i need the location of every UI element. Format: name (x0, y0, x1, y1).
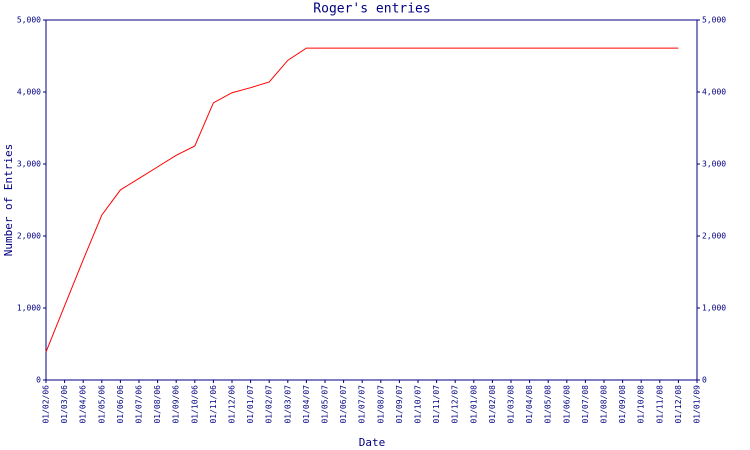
x-tick-label: 01/04/06 (79, 385, 88, 424)
x-tick-label: 01/12/08 (674, 385, 683, 424)
x-tick-label: 01/06/08 (562, 385, 571, 424)
y-tick-label: 0 (36, 376, 41, 385)
x-tick-label: 01/12/06 (228, 385, 237, 424)
x-tick-label: 01/11/07 (432, 385, 441, 424)
x-tick-label: 01/08/06 (153, 385, 162, 424)
x-tick-label: 01/07/06 (135, 385, 144, 424)
x-tick-label: 01/01/09 (693, 385, 702, 424)
chart-title: Roger's entries (313, 2, 430, 17)
x-tick-label: 01/03/08 (507, 385, 516, 424)
y2-tick-label: 3,000 (702, 160, 726, 169)
x-tick-label: 01/02/08 (488, 385, 497, 424)
y2-tick-label: 2,000 (702, 232, 726, 241)
y-tick-label: 5,000 (17, 16, 41, 25)
x-tick-label: 01/10/08 (637, 385, 646, 424)
x-tick-label: 01/09/08 (618, 385, 627, 424)
y2-tick-label: 1,000 (702, 304, 726, 313)
y-tick-label: 4,000 (17, 88, 41, 97)
x-tick-label: 01/10/06 (190, 385, 199, 424)
x-tick-label: 01/04/08 (525, 385, 534, 424)
x-tick-label: 01/04/07 (302, 385, 311, 424)
x-tick-label: 01/01/08 (469, 385, 478, 424)
x-tick-label: 01/06/06 (116, 385, 125, 424)
x-tick-label: 01/10/07 (414, 385, 423, 424)
x-tick-label: 01/01/07 (246, 385, 255, 424)
x-tick-label: 01/02/06 (42, 385, 51, 424)
x-tick-label: 01/06/07 (339, 385, 348, 424)
x-tick-label: 01/03/07 (283, 385, 292, 424)
x-tick-label: 01/05/08 (544, 385, 553, 424)
x-tick-label: 01/11/08 (655, 385, 664, 424)
plot-frame (45, 19, 698, 381)
y-tick-label: 2,000 (17, 232, 41, 241)
x-tick-label: 01/12/07 (451, 385, 460, 424)
y-axis-title: Number of Entries (2, 144, 15, 257)
x-tick-label: 01/05/06 (97, 385, 106, 424)
x-axis-title: Date (359, 436, 386, 449)
x-tick-label: 01/02/07 (265, 385, 274, 424)
x-tick-label: 01/09/06 (172, 385, 181, 424)
x-tick-label: 01/09/07 (395, 385, 404, 424)
y-tick-label: 1,000 (17, 304, 41, 313)
x-tick-label: 01/05/07 (321, 385, 330, 424)
x-tick-label: 01/08/07 (376, 385, 385, 424)
y2-tick-label: 0 (702, 376, 707, 385)
x-tick-label: 01/11/06 (209, 385, 218, 424)
y2-tick-label: 5,000 (702, 16, 726, 25)
x-tick-label: 01/03/06 (60, 385, 69, 424)
y-tick-label: 3,000 (17, 160, 41, 169)
x-tick-label: 01/08/08 (600, 385, 609, 424)
x-tick-label: 01/07/08 (581, 385, 590, 424)
x-tick-label: 01/07/07 (358, 385, 367, 424)
y2-tick-label: 4,000 (702, 88, 726, 97)
data-line (45, 47, 679, 353)
